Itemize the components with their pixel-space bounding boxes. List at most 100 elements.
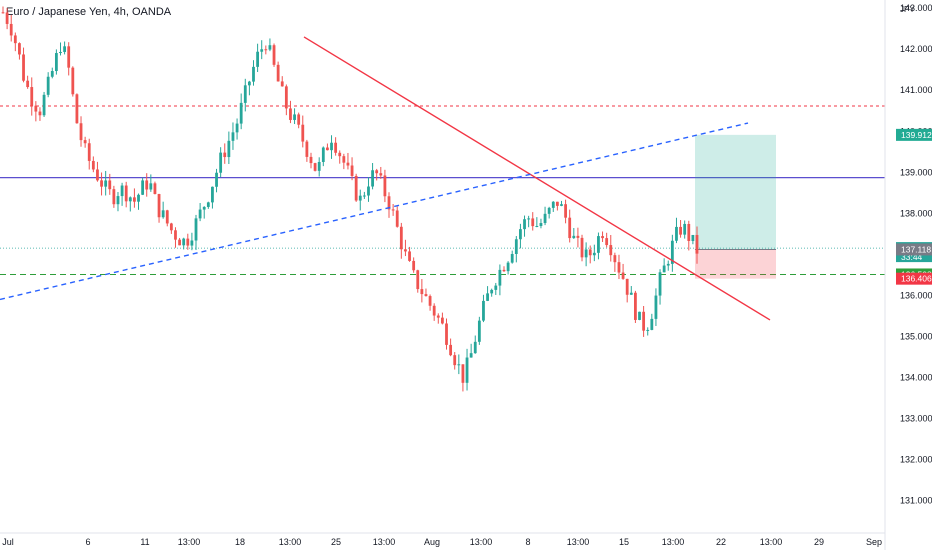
position-profit-zone[interactable] [695, 134, 776, 250]
candle-body [145, 180, 149, 190]
candle-body [592, 252, 596, 256]
x-tick-label: 11 [140, 537, 149, 547]
candle-body [638, 311, 641, 320]
price-tag: 139.912 [896, 128, 932, 141]
candle-body [650, 318, 654, 330]
candle-body [198, 209, 202, 219]
candle-body [576, 235, 580, 238]
price-tag-label: 137.118 [901, 244, 931, 254]
candle-body [564, 204, 567, 218]
candle-body [157, 194, 161, 218]
candle-body [642, 311, 646, 331]
y-tick-label: 139.000 [900, 167, 932, 177]
candle-body [523, 219, 526, 230]
candle-body [108, 180, 112, 190]
candle-body [231, 132, 235, 141]
candle-body [490, 289, 494, 294]
y-tick-label: 141.000 [900, 85, 932, 95]
candle-body [293, 114, 296, 120]
candle-body [133, 197, 136, 202]
candle-body [30, 87, 34, 106]
candle-body [321, 147, 325, 162]
candle-body [59, 51, 62, 54]
position-loss-zone[interactable] [695, 249, 776, 279]
descending-trendline[interactable] [303, 36, 771, 321]
price-tag: 136.406 [896, 272, 932, 285]
candle-body [235, 123, 239, 133]
candle-body [87, 143, 91, 161]
candle-body [358, 195, 362, 201]
candle-body [531, 218, 535, 227]
x-tick-label: 25 [331, 537, 341, 547]
x-tick-label: 13:00 [373, 537, 396, 547]
candle-body [260, 49, 264, 52]
candle-body [379, 173, 383, 176]
trendlines[interactable] [0, 36, 771, 321]
long-position-tool[interactable] [695, 134, 776, 279]
candle-body [412, 260, 416, 271]
candle-body [502, 269, 506, 272]
candle-body [568, 217, 572, 239]
price-tag: 137.118 [896, 243, 932, 256]
candle-body [313, 163, 317, 171]
x-tick-label: 13:00 [279, 537, 302, 547]
candle-body [202, 206, 206, 210]
candle-body [284, 86, 288, 109]
candle-body [50, 71, 54, 77]
candle-body [432, 305, 436, 316]
candle-body [91, 160, 95, 170]
candle-body [675, 226, 678, 241]
candle-body [399, 226, 403, 250]
x-tick-label: Aug [424, 537, 440, 547]
price-tag-bg [896, 243, 932, 256]
candle-body [83, 140, 87, 144]
candle-body [239, 102, 243, 124]
y-tick-label: 135.000 [900, 331, 932, 341]
candle-body [613, 255, 617, 263]
candle-body [375, 170, 379, 174]
candle-body [420, 289, 424, 295]
candle-body [1, 12, 5, 14]
horizontal-levels [0, 105, 885, 275]
x-tick-label: Jul [2, 537, 14, 547]
candle-body [477, 320, 481, 342]
candle-body [666, 263, 670, 266]
candle-body [169, 223, 173, 231]
candle-body [194, 218, 198, 241]
price-tag-bg [896, 272, 932, 285]
candle-body [601, 236, 604, 239]
x-tick-label: 13:00 [178, 537, 201, 547]
candle-body [597, 236, 600, 253]
candle-body [555, 201, 559, 206]
candle-body [654, 295, 658, 319]
candle-body [326, 147, 329, 151]
candle-body [165, 210, 169, 224]
x-tick-label: 13:00 [470, 537, 493, 547]
candle-body [46, 76, 50, 95]
candle-body [498, 269, 502, 286]
candle-body [621, 272, 625, 279]
y-tick-label: 142.000 [900, 44, 932, 54]
ascending-trendline[interactable] [0, 122, 749, 301]
candle-body [276, 64, 280, 82]
candle-body [383, 175, 387, 197]
price-tag-label: 139.912 [901, 130, 932, 140]
candle-body [679, 226, 682, 235]
x-tick-label: Sep [866, 537, 882, 547]
candles [1, 6, 699, 392]
candle-body [391, 209, 395, 211]
candle-body [617, 262, 621, 273]
candle-body [584, 249, 588, 258]
candle-body [605, 238, 609, 246]
candle-body [440, 317, 444, 324]
candle-body [272, 45, 276, 65]
candle-body [461, 364, 465, 383]
candle-body [128, 197, 132, 202]
candle-body [371, 170, 374, 187]
candle-body [338, 152, 342, 157]
candle-body [124, 185, 128, 202]
time-axis[interactable]: Jul 6 11 13:00 18 13:00 25 13:00 Aug 13:00 8 13:00 1… [0, 532, 885, 547]
candle-body [289, 108, 292, 120]
price-tag-label: 136.406 [901, 274, 932, 284]
